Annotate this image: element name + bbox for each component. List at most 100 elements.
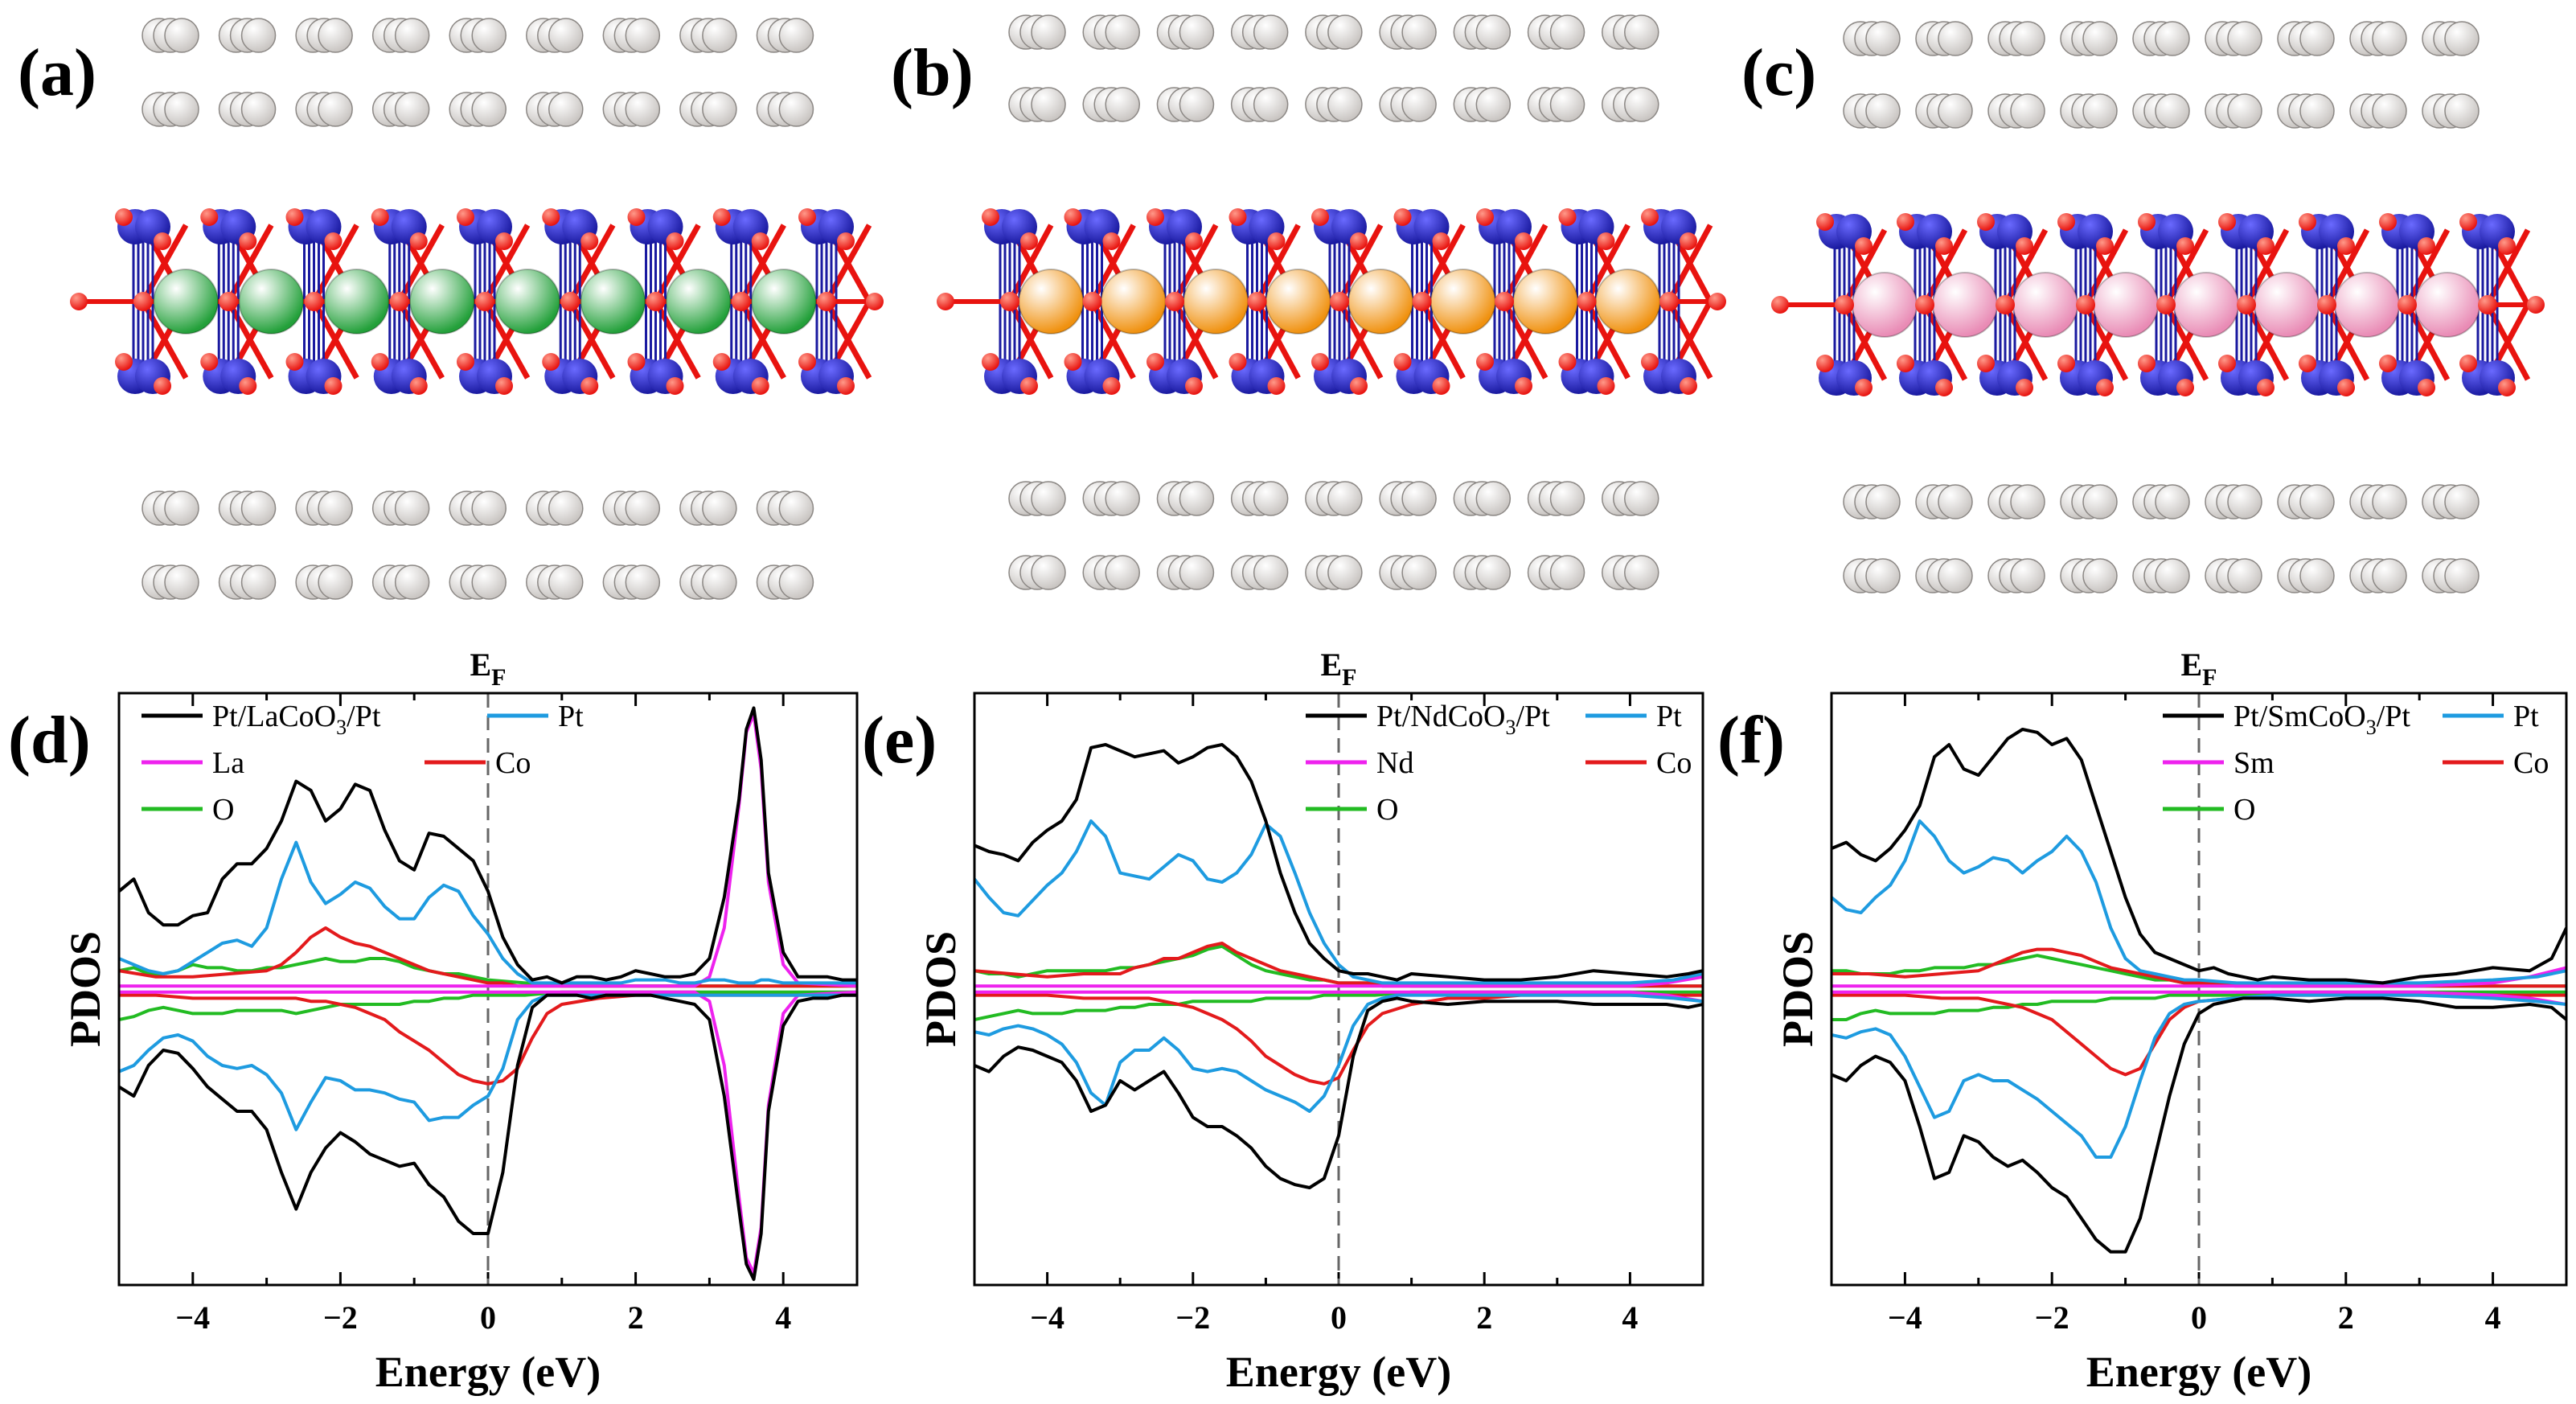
- o-atom: [371, 353, 389, 371]
- o-atom: [2337, 379, 2355, 396]
- panel-label: (b): [891, 35, 974, 110]
- y-axis-label: PDOS: [1774, 931, 1822, 1047]
- dopant-atom: [1347, 269, 1414, 335]
- pt-atom: [1475, 14, 1512, 50]
- o-atom: [2218, 355, 2236, 372]
- pt-atom: [1401, 555, 1437, 590]
- series-line-pt-spin-up: [1832, 819, 2566, 985]
- o-atom: [1432, 377, 1450, 395]
- legend-label: La: [212, 746, 244, 780]
- pt-atom: [394, 18, 430, 53]
- o-atom: [70, 293, 88, 310]
- pt-atom: [2010, 558, 2045, 593]
- o-atom: [1771, 296, 1789, 314]
- dopant-atom: [408, 269, 475, 335]
- pt-atom: [318, 18, 353, 53]
- series-line-total-spin-down: [119, 993, 857, 1281]
- o-atom: [1708, 293, 1726, 310]
- o-atom: [1185, 232, 1203, 250]
- pt-atom: [2227, 484, 2262, 519]
- pt-atom: [1327, 87, 1363, 122]
- o-atom: [580, 377, 599, 395]
- legend-label: Pt/NdCoO3/Pt: [1376, 700, 1550, 739]
- pt-atom: [318, 491, 353, 526]
- o-atom: [627, 353, 646, 371]
- pt-atom: [702, 491, 737, 526]
- dopant-atom: [665, 269, 732, 335]
- pt-atom: [1327, 555, 1363, 590]
- o-atom: [1229, 353, 1247, 371]
- dopant-atom: [580, 269, 646, 335]
- dopant-atom: [1852, 272, 1918, 338]
- o-atom: [2299, 355, 2316, 372]
- pt-atom: [1179, 14, 1215, 50]
- pt-atom: [1475, 481, 1512, 516]
- pt-atom: [2010, 93, 2045, 129]
- x-tick-label: 0: [2191, 1299, 2207, 1336]
- pt-atom: [548, 491, 584, 526]
- pt-atom: [1031, 481, 1066, 516]
- pt-atom: [1549, 87, 1585, 122]
- fermi-level-label: EF: [2180, 647, 2217, 691]
- o-atom: [1311, 208, 1329, 226]
- pt-atom: [2010, 21, 2045, 56]
- o-atom: [1330, 292, 1349, 311]
- o-atom: [1495, 292, 1514, 311]
- pt-layer: [1843, 21, 2480, 56]
- pt-layer: [1008, 87, 1659, 122]
- o-atom: [2418, 379, 2435, 396]
- pt-atom: [1105, 87, 1140, 122]
- structure-panel-Nd: (b): [891, 14, 1726, 590]
- legend-label: O: [1376, 793, 1398, 827]
- pt-atom: [2227, 558, 2262, 593]
- o-atom: [1476, 208, 1494, 226]
- o-atom: [1311, 353, 1329, 371]
- series-line-a-spin-up: [119, 712, 857, 988]
- dopant-atom: [1183, 269, 1249, 335]
- series-line-a-spin-up: [974, 975, 1703, 988]
- legend-label: Co: [1656, 746, 1692, 780]
- x-tick-label: −4: [175, 1299, 210, 1336]
- o-atom: [1393, 208, 1412, 226]
- o-atom: [2379, 213, 2397, 231]
- pt-atom: [2010, 484, 2045, 519]
- o-atom: [2398, 295, 2417, 314]
- o-atom: [1897, 355, 1914, 372]
- pt-atom: [2082, 484, 2118, 519]
- pt-atom: [2155, 484, 2190, 519]
- perovskite-slab: [1771, 213, 2545, 396]
- o-atom: [285, 208, 304, 226]
- x-axis-label: Energy (eV): [375, 1348, 601, 1396]
- legend-label: Pt/LaCoO3/Pt: [212, 700, 381, 739]
- o-atom: [1064, 353, 1082, 371]
- o-atom: [2057, 213, 2075, 231]
- dopant-atom: [494, 269, 561, 335]
- legend-label: Sm: [2233, 746, 2275, 780]
- o-atom: [1897, 213, 1914, 231]
- o-atom: [1146, 208, 1164, 226]
- pt-atom: [1624, 481, 1659, 516]
- series-line-a-spin-up: [1832, 966, 2566, 988]
- dopant-atom: [2173, 272, 2239, 338]
- o-atom: [2096, 379, 2114, 396]
- dopant-atom: [2012, 272, 2078, 338]
- pt-atom: [471, 491, 507, 526]
- o-atom: [627, 208, 646, 226]
- o-atom: [1267, 377, 1286, 395]
- o-atom: [542, 353, 560, 371]
- pt-atom: [1327, 481, 1363, 516]
- o-atom: [2498, 379, 2516, 396]
- o-atom: [798, 353, 816, 371]
- dopant-atom: [153, 269, 219, 335]
- fermi-level-label: EF: [470, 647, 506, 691]
- pt-atom: [240, 491, 277, 526]
- pt-atom: [1401, 14, 1437, 50]
- pt-atom: [778, 564, 814, 600]
- pt-atom: [1327, 14, 1363, 50]
- series-line-total-spin-down: [974, 996, 1703, 1189]
- series-line-a-spin-down: [974, 990, 1703, 1004]
- x-tick-label: 4: [775, 1299, 791, 1336]
- o-atom: [154, 232, 171, 250]
- pt-layer: [142, 92, 814, 127]
